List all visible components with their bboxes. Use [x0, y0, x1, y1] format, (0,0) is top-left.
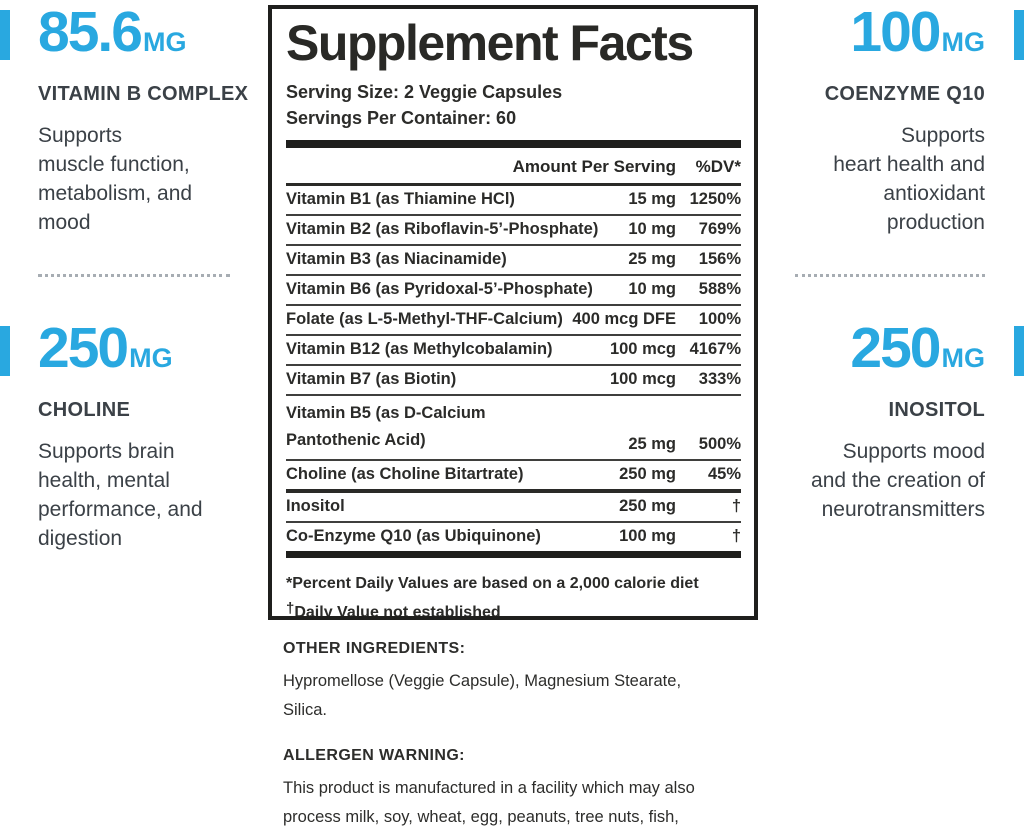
table-row: Vitamin B5 (as D-Calcium Pantothenic Aci… — [286, 394, 741, 459]
footnote-daily-values: *Percent Daily Values are based on a 2,0… — [286, 575, 699, 592]
table-header: Amount Per Serving %DV* — [286, 148, 741, 186]
row-amount: 15 mg — [628, 190, 676, 208]
divider-thick-bottom — [286, 551, 741, 558]
left-column: 85.6MG VITAMIN B COMPLEX Supports muscle… — [0, 0, 250, 600]
dotted-divider — [795, 274, 985, 277]
nutrient-highlight: 85.6MG VITAMIN B COMPLEX Supports muscle… — [0, 4, 250, 237]
serving-size: Serving Size: 2 Veggie Capsules — [286, 82, 563, 102]
nutrient-description: Supports mood and the creation of neurot… — [811, 440, 985, 521]
nutrient-name: INOSITOL — [888, 399, 985, 421]
column-dv: %DV* — [695, 157, 741, 176]
row-amount: 25 mg — [628, 435, 676, 453]
other-ingredients-heading: OTHER INGREDIENTS: — [283, 640, 466, 657]
row-nutrient-name: Vitamin B1 (as Thiamine HCl) — [286, 190, 515, 208]
column-amount-per-serving: Amount Per Serving — [512, 157, 676, 176]
nutrient-amount: 85.6MG — [38, 4, 250, 75]
accent-bar — [1014, 326, 1024, 376]
row-dv: † — [731, 497, 741, 515]
table-row: Vitamin B12 (as Methylcobalamin) 100 mcg… — [286, 334, 741, 364]
footnote-dagger: †Daily Value not established — [286, 598, 741, 620]
amount-unit: MG — [129, 343, 173, 373]
row-dv: 45% — [707, 465, 741, 483]
row-nutrient-name: Vitamin B3 (as Niacinamide) — [286, 250, 507, 268]
table-row: Vitamin B3 (as Niacinamide) 25 mg 156% — [286, 244, 741, 274]
row-nutrient-name: Co-Enzyme Q10 (as Ubiquinone) — [286, 527, 541, 545]
nutrient-highlight: 250MG INOSITOL Supports mood and the cre… — [788, 320, 1024, 524]
allergen-warning-text: This product is manufactured in a facili… — [283, 779, 695, 837]
table-row: Vitamin B2 (as Riboflavin-5’-Phosphate) … — [286, 214, 741, 244]
row-amount: 10 mg — [628, 220, 676, 238]
dagger-text: Daily Value not established — [294, 604, 501, 620]
row-amount: 100 mcg — [609, 340, 676, 358]
row-nutrient-name: Choline (as Choline Bitartrate) — [286, 465, 524, 483]
accent-bar — [0, 326, 10, 376]
row-amount: 400 mcg DFE — [572, 310, 676, 328]
row-amount: 10 mg — [628, 280, 676, 298]
amount-value: 85.6 — [38, 0, 143, 64]
panel-title: Supplement Facts — [286, 15, 694, 71]
row-nutrient-name: Vitamin B6 (as Pyridoxal-5’-Phosphate) — [286, 280, 593, 298]
nutrient-highlight: 250MG CHOLINE Supports brain health, men… — [0, 320, 250, 553]
table-row: Vitamin B1 (as Thiamine HCl) 15 mg 1250% — [286, 186, 741, 214]
amount-unit: MG — [941, 27, 986, 57]
amount-unit: MG — [941, 343, 986, 373]
row-amount: 250 mg — [619, 497, 676, 515]
table-row: Inositol 250 mg † — [286, 489, 741, 521]
table-row: Vitamin B7 (as Biotin) 100 mcg 333% — [286, 364, 741, 394]
row-amount: 250 mg — [619, 465, 676, 483]
right-column: 100MG COENZYME Q10 Supports heart health… — [788, 0, 1024, 600]
accent-bar — [0, 10, 10, 60]
row-nutrient-name: Folate (as L-5-Methyl-THF-Calcium) — [286, 310, 563, 328]
row-amount: 100 mg — [619, 527, 676, 545]
amount-unit: MG — [142, 27, 187, 57]
nutrient-amount: 250MG — [38, 320, 250, 391]
nutrient-name: VITAMIN B COMPLEX — [38, 83, 249, 105]
nutrient-description: Supports muscle function, metabolism, an… — [38, 124, 193, 234]
row-dv: 156% — [698, 250, 741, 268]
table-row: Vitamin B6 (as Pyridoxal-5’-Phosphate) 1… — [286, 274, 741, 304]
row-nutrient-name: Vitamin B5 (as D-Calcium Pantothenic Aci… — [286, 404, 486, 449]
amount-value: 250 — [850, 316, 941, 380]
bottom-info: OTHER INGREDIENTS: Hypromellose (Veggie … — [283, 640, 761, 837]
dotted-divider — [38, 274, 230, 277]
accent-bar — [1014, 10, 1024, 60]
table-row: Co-Enzyme Q10 (as Ubiquinone) 100 mg † — [286, 521, 741, 551]
row-nutrient-name: Vitamin B2 (as Riboflavin-5’-Phosphate) — [286, 220, 599, 238]
row-dv: 333% — [698, 370, 741, 388]
amount-value: 250 — [38, 316, 129, 380]
footnotes: *Percent Daily Values are based on a 2,0… — [286, 569, 741, 620]
nutrient-table: Vitamin B1 (as Thiamine HCl) 15 mg 1250%… — [286, 186, 741, 551]
nutrient-description: Supports brain health, mental performanc… — [38, 440, 203, 550]
row-nutrient-name: Vitamin B7 (as Biotin) — [286, 370, 457, 388]
row-dv: 1250% — [689, 190, 741, 208]
nutrient-amount: 250MG — [788, 320, 985, 391]
dagger-symbol: † — [286, 600, 295, 617]
row-dv: 100% — [698, 310, 741, 328]
allergen-warning-heading: ALLERGEN WARNING: — [283, 747, 465, 764]
row-nutrient-name: Inositol — [286, 497, 345, 515]
nutrient-highlight: 100MG COENZYME Q10 Supports heart health… — [788, 4, 1024, 237]
nutrient-name: CHOLINE — [38, 399, 131, 421]
amount-value: 100 — [850, 0, 941, 64]
row-nutrient-name: Vitamin B12 (as Methylcobalamin) — [286, 340, 553, 358]
table-row: Choline (as Choline Bitartrate) 250 mg 4… — [286, 459, 741, 489]
row-dv: † — [731, 527, 741, 545]
other-ingredients-text: Hypromellose (Veggie Capsule), Magnesium… — [283, 672, 682, 719]
row-amount: 100 mcg — [609, 370, 676, 388]
row-dv: 4167% — [689, 340, 741, 358]
row-dv: 769% — [698, 220, 741, 238]
row-amount: 25 mg — [628, 250, 676, 268]
divider-thick-top — [286, 140, 741, 148]
servings-per-container: Servings Per Container: 60 — [286, 108, 517, 128]
row-dv: 588% — [698, 280, 741, 298]
table-row: Folate (as L-5-Methyl-THF-Calcium) 400 m… — [286, 304, 741, 334]
supplement-facts-panel: Supplement Facts Serving Size: 2 Veggie … — [268, 5, 758, 620]
nutrient-description: Supports heart health and antioxidant pr… — [833, 124, 985, 234]
nutrient-amount: 100MG — [788, 4, 985, 75]
row-dv: 500% — [698, 435, 741, 453]
nutrient-name: COENZYME Q10 — [824, 83, 985, 105]
